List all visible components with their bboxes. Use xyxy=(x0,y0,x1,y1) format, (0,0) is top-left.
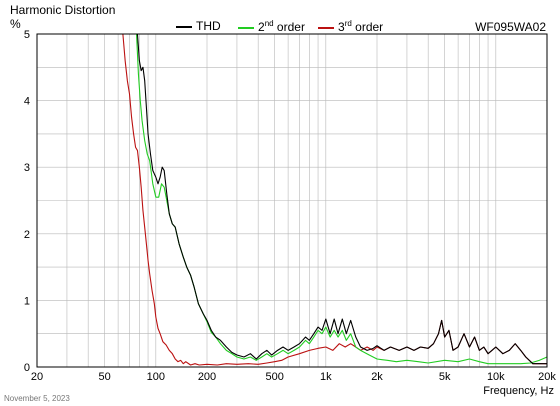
x-tick-label: 500 xyxy=(265,371,283,383)
x-tick-label: 200 xyxy=(198,371,216,383)
x-tick-label: 10k xyxy=(487,371,505,383)
x-tick-label: 1k xyxy=(320,371,332,383)
legend-label-2nd: 2 xyxy=(258,20,265,34)
y-tick-label: 2 xyxy=(24,229,30,241)
y-tick-label: 3 xyxy=(24,162,30,174)
series-line-thd xyxy=(136,33,547,365)
x-tick-label: 2k xyxy=(371,371,383,383)
series-line-3rd-order xyxy=(122,33,547,366)
chart-title: Harmonic Distortion xyxy=(10,3,116,17)
legend-label-3rd-suffix: order xyxy=(351,20,384,34)
y-axis-unit: % xyxy=(10,17,21,31)
legend-label-2nd-sup: nd xyxy=(264,19,274,28)
x-tick-label: 5k xyxy=(439,371,451,383)
x-axis-label: Frequency, Hz xyxy=(483,385,554,397)
model-label: WF095WA02 xyxy=(475,20,546,34)
date-label: November 5, 2023 xyxy=(4,394,70,403)
legend-swatch-2nd-order xyxy=(238,26,254,29)
x-tick-label: 20k xyxy=(538,371,556,383)
legend-label-3rd: 3 xyxy=(338,20,345,34)
legend-item-2nd-order: 2nd order xyxy=(238,19,305,34)
y-tick-label: 1 xyxy=(24,295,30,307)
legend-item-thd: THD xyxy=(176,19,221,33)
tick-labels: 20 50 100 200 500 1k 2k 5k 10k 20k 0 1 2 3 4 5 xyxy=(24,29,556,383)
legend-label-thd: THD xyxy=(196,19,221,33)
legend-item-3rd-order: 3rd order xyxy=(318,19,383,34)
x-tick-label: 20 xyxy=(31,371,43,383)
x-tick-label: 100 xyxy=(147,371,165,383)
y-tick-label: 4 xyxy=(24,96,30,108)
plot-frame xyxy=(36,33,548,368)
x-tick-label: 50 xyxy=(99,371,111,383)
series-line-2nd-order xyxy=(135,33,548,365)
y-tick-label: 5 xyxy=(24,29,30,41)
series-group xyxy=(122,33,548,366)
legend-label-2nd-suffix: order xyxy=(273,20,305,34)
legend-swatch-thd xyxy=(176,25,192,28)
y-tick-label: 0 xyxy=(24,362,30,374)
legend-swatch-3rd-order xyxy=(318,26,334,29)
legend-label-3rd-sup: rd xyxy=(344,19,352,28)
grid xyxy=(36,34,548,367)
